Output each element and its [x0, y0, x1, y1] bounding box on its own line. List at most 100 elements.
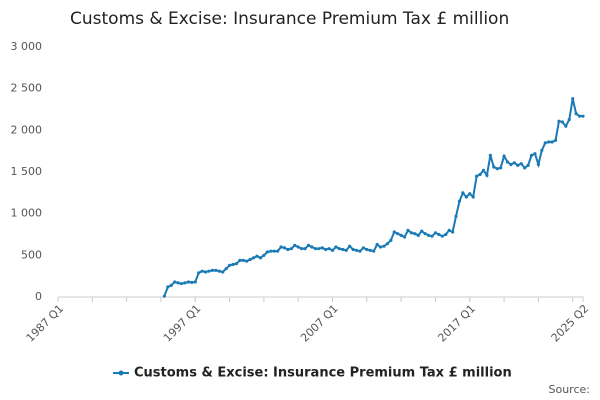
point — [327, 247, 331, 251]
point — [475, 174, 479, 178]
point — [457, 199, 462, 203]
point — [310, 245, 314, 249]
point — [402, 235, 407, 239]
point — [351, 247, 355, 252]
point — [454, 214, 458, 218]
point — [433, 231, 438, 235]
point — [293, 243, 297, 247]
source: Source: — [549, 383, 591, 396]
point — [567, 117, 571, 122]
point — [265, 250, 269, 254]
point — [430, 234, 434, 238]
point — [190, 280, 194, 285]
point — [179, 282, 184, 286]
point — [396, 232, 400, 236]
point — [413, 232, 417, 236]
point — [571, 97, 575, 101]
point — [200, 269, 204, 273]
point — [488, 153, 492, 157]
point — [392, 230, 396, 234]
point — [547, 140, 551, 144]
point — [289, 247, 293, 251]
point — [385, 242, 390, 246]
point — [464, 195, 468, 199]
y-tick-label: 3 000 — [11, 40, 43, 53]
point — [512, 161, 516, 165]
point — [330, 248, 335, 252]
point — [166, 285, 170, 289]
point — [577, 114, 582, 118]
point — [282, 246, 287, 250]
x-tick-label: 2007 Q1 — [298, 302, 341, 345]
point — [279, 245, 283, 249]
point — [481, 168, 486, 172]
point — [169, 283, 173, 287]
point — [523, 166, 527, 170]
point — [354, 248, 359, 252]
point — [389, 238, 393, 242]
point — [306, 243, 311, 247]
point — [540, 148, 544, 152]
point — [509, 162, 513, 167]
point — [258, 256, 263, 260]
point — [176, 281, 180, 285]
point — [227, 263, 232, 267]
point — [564, 124, 568, 128]
point — [423, 232, 427, 236]
legend-marker — [118, 370, 124, 376]
point — [221, 270, 225, 274]
point — [485, 173, 489, 177]
point — [269, 249, 273, 253]
point — [471, 195, 475, 199]
x-tick-label: 2017 Q1 — [435, 302, 478, 345]
point — [245, 259, 249, 263]
x-tick-label: 1987 Q1 — [24, 302, 67, 345]
point — [186, 280, 190, 284]
point — [519, 162, 523, 166]
point — [550, 140, 554, 144]
point — [495, 167, 499, 171]
point — [334, 245, 338, 249]
point — [375, 242, 379, 247]
point — [516, 163, 520, 167]
point — [447, 228, 451, 232]
point — [272, 249, 276, 253]
point — [241, 258, 245, 262]
point — [368, 248, 372, 252]
point — [234, 262, 239, 266]
point — [361, 246, 365, 250]
x-tick-label: 2025 Q2 — [549, 302, 592, 345]
y-tick-label: 1 000 — [11, 207, 43, 220]
point — [320, 246, 324, 250]
point — [553, 138, 558, 142]
y-tick-label: 0 — [35, 290, 42, 303]
point — [581, 114, 585, 118]
point — [193, 280, 197, 284]
point — [502, 154, 506, 158]
point — [440, 234, 444, 238]
point — [557, 119, 561, 123]
point — [217, 269, 221, 273]
point — [173, 280, 177, 284]
point — [276, 249, 280, 253]
point — [251, 256, 256, 260]
chart-title: Customs & Excise: Insurance Premium Tax … — [70, 9, 509, 29]
legend-label: Customs & Excise: Insurance Premium Tax … — [134, 366, 512, 381]
y-tick-label: 500 — [21, 248, 42, 261]
point — [409, 231, 414, 235]
point — [478, 172, 482, 177]
point — [492, 165, 496, 169]
point — [197, 271, 201, 275]
point — [358, 249, 362, 253]
point — [365, 247, 369, 252]
point — [416, 233, 420, 237]
point — [543, 141, 547, 145]
y-tick-label: 1 500 — [11, 165, 43, 178]
point — [505, 160, 510, 164]
point — [296, 245, 300, 249]
point — [560, 120, 565, 124]
point — [286, 247, 290, 252]
point — [529, 153, 534, 157]
point — [536, 162, 540, 167]
point — [382, 244, 386, 248]
